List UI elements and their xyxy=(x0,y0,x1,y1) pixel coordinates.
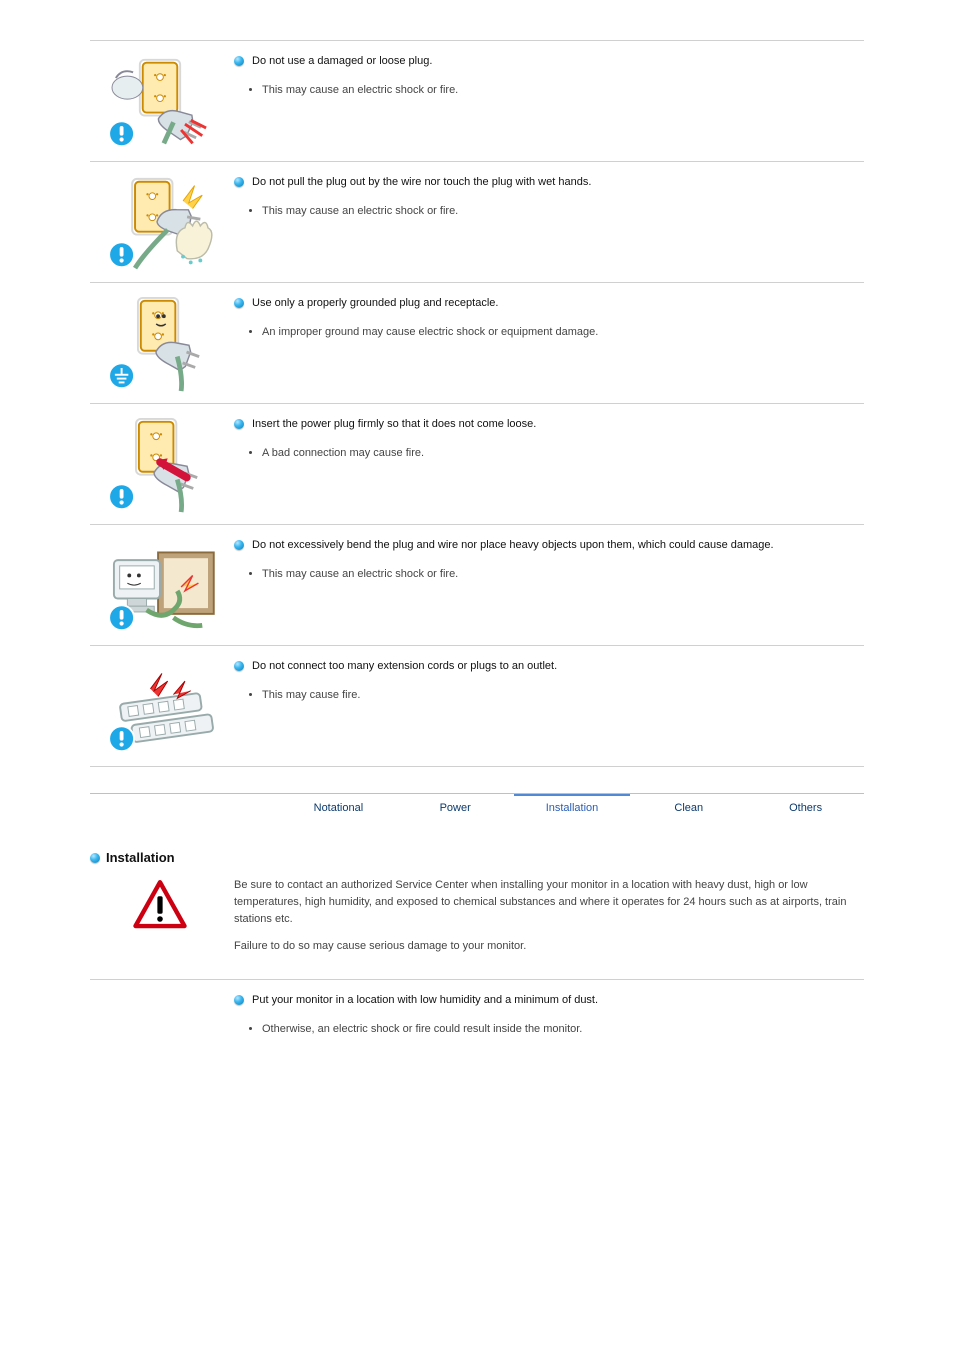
safety-illustration-icon xyxy=(104,55,216,151)
safety-head: Do not pull the plug out by the wire nor… xyxy=(234,174,864,191)
bullet-ball-icon xyxy=(234,56,244,66)
tab-notational[interactable]: Notational xyxy=(280,794,397,818)
safety-body: Insert the power plug firmly so that it … xyxy=(230,414,864,467)
safety-illustration-icon xyxy=(104,539,216,635)
safety-sub: This may cause an electric shock or fire… xyxy=(262,203,864,220)
safety-row: Do not connect too many extension cords … xyxy=(90,646,864,766)
installation-hint-2: Failure to do so may cause serious damag… xyxy=(234,938,864,955)
installation-warning-icon-col xyxy=(90,877,230,933)
safety-sub: A bad connection may cause fire. xyxy=(262,445,864,462)
safety-head: Do not use a damaged or loose plug. xyxy=(234,53,864,70)
safety-sub-text: An improper ground may cause electric sh… xyxy=(262,324,864,341)
safety-row: Use only a properly grounded plug and re… xyxy=(90,283,864,403)
safety-sub: This may cause an electric shock or fire… xyxy=(262,566,864,583)
installation-hint: Be sure to contact an authorized Service… xyxy=(234,877,864,928)
installation-title: Installation xyxy=(106,850,175,865)
safety-sub-text: This may cause an electric shock or fire… xyxy=(262,203,864,220)
safety-illustration-col xyxy=(90,293,230,393)
safety-body: Do not excessively bend the plug and wir… xyxy=(230,535,864,588)
safety-head-text: Do not use a damaged or loose plug. xyxy=(252,53,432,70)
safety-sub: This may cause an electric shock or fire… xyxy=(262,82,864,99)
safety-illustration-icon xyxy=(104,660,216,756)
installation-item-sub: Otherwise, an electric shock or fire cou… xyxy=(262,1021,864,1038)
bullet-ball-icon xyxy=(234,540,244,550)
installation-note-row: Be sure to contact an authorized Service… xyxy=(90,877,864,955)
safety-head-text: Do not connect too many extension cords … xyxy=(252,658,557,675)
safety-sub-text: This may cause an electric shock or fire… xyxy=(262,82,864,99)
page: Do not use a damaged or loose plug. This… xyxy=(0,0,954,1113)
installation-note-body: Be sure to contact an authorized Service… xyxy=(230,877,864,955)
safety-illustration-icon xyxy=(104,418,216,514)
bullet-ball-icon xyxy=(90,853,100,863)
safety-body: Use only a properly grounded plug and re… xyxy=(230,293,864,346)
bullet-ball-icon xyxy=(234,177,244,187)
warning-triangle-icon xyxy=(132,877,188,933)
bullet-ball-icon xyxy=(234,298,244,308)
installation-heading: Installation xyxy=(90,850,864,865)
safety-sub: This may cause fire. xyxy=(262,687,864,704)
safety-sub-text: This may cause fire. xyxy=(262,687,864,704)
installation-item-sub-text: Otherwise, an electric shock or fire cou… xyxy=(262,1021,864,1038)
bullet-ball-icon xyxy=(234,995,244,1005)
installation-section: Installation Be sure to contact an autho… xyxy=(90,850,864,1053)
installation-item-head-text: Put your monitor in a location with low … xyxy=(252,992,598,1009)
safety-head: Insert the power plug firmly so that it … xyxy=(234,416,864,433)
safety-sub-text: A bad connection may cause fire. xyxy=(262,445,864,462)
safety-head-text: Insert the power plug firmly so that it … xyxy=(252,416,536,433)
safety-head-text: Do not pull the plug out by the wire nor… xyxy=(252,174,591,191)
safety-body: Do not pull the plug out by the wire nor… xyxy=(230,172,864,225)
tab-installation[interactable]: Installation xyxy=(514,794,631,818)
safety-row: Do not pull the plug out by the wire nor… xyxy=(90,162,864,282)
safety-rows: Do not use a damaged or loose plug. This… xyxy=(90,40,864,767)
tab-power[interactable]: Power xyxy=(397,794,514,818)
safety-illustration-col xyxy=(90,51,230,151)
divider xyxy=(90,766,864,767)
safety-illustration-icon xyxy=(104,176,216,272)
tab-clean[interactable]: Clean xyxy=(630,794,747,818)
safety-row: Insert the power plug firmly so that it … xyxy=(90,404,864,524)
safety-illustration-icon xyxy=(104,297,216,393)
section-tabs: NotationalPowerInstallationCleanOthers xyxy=(90,793,864,818)
safety-head: Do not excessively bend the plug and wir… xyxy=(234,537,864,554)
safety-body: Do not connect too many extension cords … xyxy=(230,656,864,709)
bullet-ball-icon xyxy=(234,661,244,671)
tab-others[interactable]: Others xyxy=(747,794,864,818)
safety-illustration-col xyxy=(90,414,230,514)
installation-item-head: Put your monitor in a location with low … xyxy=(234,992,864,1009)
safety-illustration-col xyxy=(90,172,230,272)
safety-row: Do not use a damaged or loose plug. This… xyxy=(90,41,864,161)
installation-item-row: Put your monitor in a location with low … xyxy=(90,980,864,1053)
safety-illustration-col xyxy=(90,656,230,756)
safety-sub-text: This may cause an electric shock or fire… xyxy=(262,566,864,583)
safety-head-text: Use only a properly grounded plug and re… xyxy=(252,295,498,312)
safety-row: Do not excessively bend the plug and wir… xyxy=(90,525,864,645)
safety-sub: An improper ground may cause electric sh… xyxy=(262,324,864,341)
tabs-slot: NotationalPowerInstallationCleanOthers xyxy=(280,794,864,818)
safety-body: Do not use a damaged or loose plug. This… xyxy=(230,51,864,104)
safety-head: Use only a properly grounded plug and re… xyxy=(234,295,864,312)
bullet-ball-icon xyxy=(234,419,244,429)
installation-item-body: Put your monitor in a location with low … xyxy=(230,990,864,1043)
safety-illustration-col xyxy=(90,535,230,635)
safety-head-text: Do not excessively bend the plug and wir… xyxy=(252,537,774,554)
tabs-spacer xyxy=(90,794,280,818)
safety-head: Do not connect too many extension cords … xyxy=(234,658,864,675)
